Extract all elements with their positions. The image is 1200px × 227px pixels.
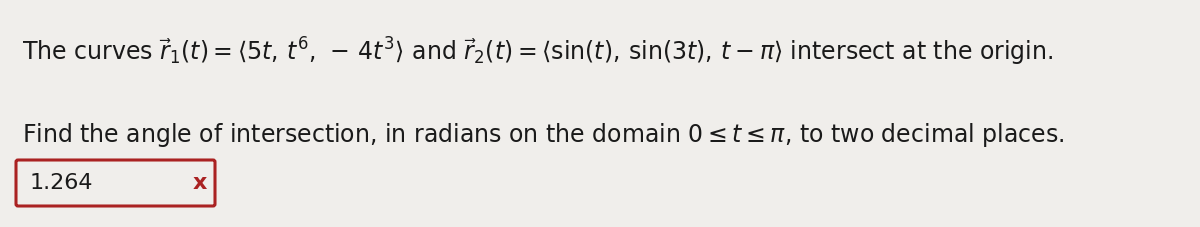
FancyBboxPatch shape	[16, 160, 215, 206]
Text: 1.264: 1.264	[30, 172, 94, 192]
Text: Find the angle of intersection, in radians on the domain $0 \leq t \leq \pi$, to: Find the angle of intersection, in radia…	[22, 121, 1064, 148]
Text: x: x	[193, 172, 208, 192]
Text: The curves $\vec{r}_1(t) = \langle 5t,\, t^6,\, -\,4t^3 \rangle$ and $\vec{r}_2(: The curves $\vec{r}_1(t) = \langle 5t,\,…	[22, 36, 1052, 68]
